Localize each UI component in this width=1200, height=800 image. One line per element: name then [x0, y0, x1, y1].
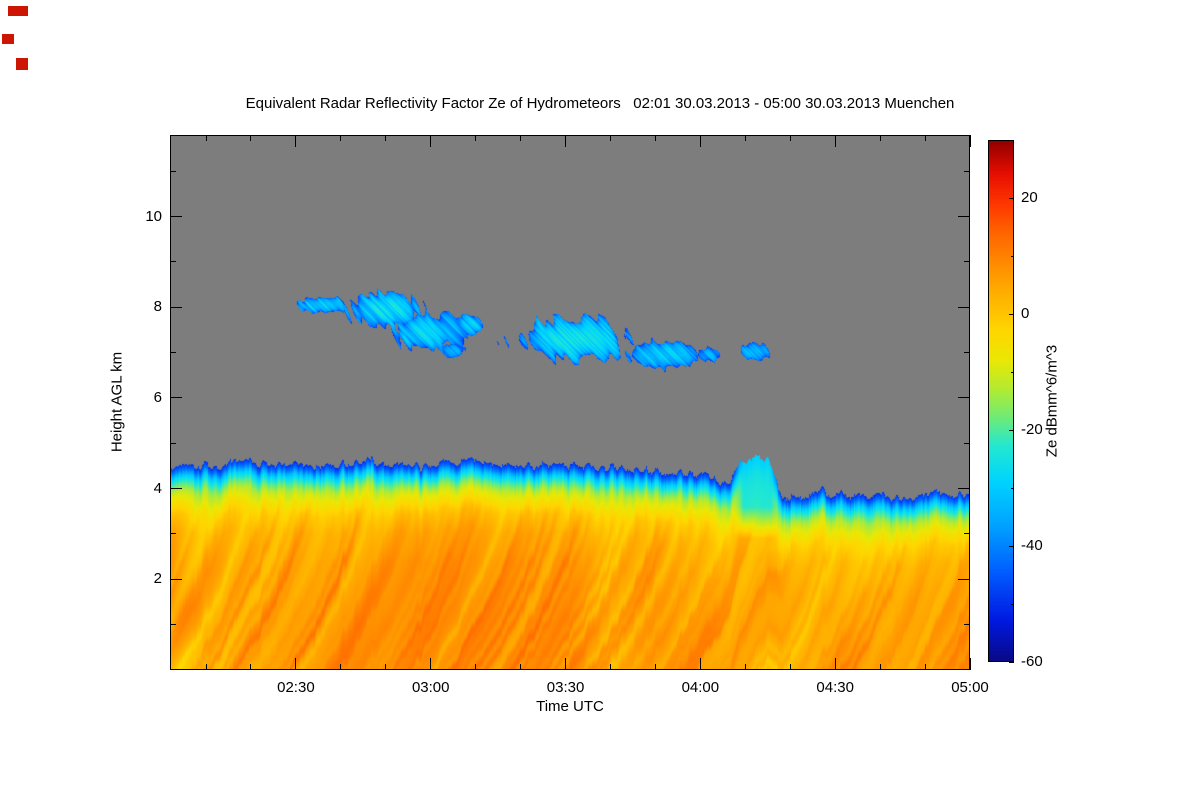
y-major-tick	[958, 216, 970, 218]
x-minor-tick	[609, 135, 611, 141]
colorbar-minor-tick	[1011, 371, 1014, 373]
y-major-tick	[170, 488, 182, 490]
y-tick-label: 6	[153, 388, 162, 406]
x-major-tick	[969, 135, 971, 147]
x-major-tick	[430, 135, 432, 147]
y-tick-label: 10	[145, 207, 162, 225]
x-minor-tick	[475, 664, 477, 670]
x-minor-tick	[609, 664, 611, 670]
y-major-tick	[958, 578, 970, 580]
x-minor-tick	[789, 664, 791, 670]
x-major-tick	[834, 658, 836, 670]
y-minor-tick	[964, 261, 970, 263]
colorbar-tick	[1009, 661, 1014, 663]
colorbar-tick-label: -60	[1021, 653, 1043, 670]
x-minor-tick	[385, 664, 387, 670]
y-tick-label: 4	[153, 479, 162, 497]
colorbar-tick-label: -40	[1021, 537, 1043, 554]
x-major-tick	[565, 135, 567, 147]
corner-mark	[2, 34, 14, 44]
x-major-tick	[295, 135, 297, 147]
y-minor-tick	[170, 442, 176, 444]
y-major-tick	[958, 397, 970, 399]
x-minor-tick	[340, 135, 342, 141]
x-minor-tick	[654, 664, 656, 670]
x-minor-tick	[879, 135, 881, 141]
y-minor-tick	[170, 352, 176, 354]
x-major-tick	[699, 658, 701, 670]
x-minor-tick	[744, 135, 746, 141]
x-minor-tick	[879, 664, 881, 670]
y-minor-tick	[964, 352, 970, 354]
x-major-tick	[430, 658, 432, 670]
y-major-tick	[170, 578, 182, 580]
colorbar-tick	[1009, 429, 1014, 431]
x-tick-label: 04:30	[816, 679, 854, 696]
x-tick-label: 03:30	[546, 679, 585, 696]
colorbar-title: Ze dBmm^6/m^3	[1043, 344, 1061, 458]
y-minor-tick	[170, 261, 176, 263]
corner-mark	[16, 58, 28, 70]
x-tick-label: 03:00	[411, 679, 450, 696]
x-axis-title: Time UTC	[536, 698, 604, 715]
x-major-tick	[295, 658, 297, 670]
y-major-tick	[958, 488, 970, 490]
y-major-tick	[170, 306, 182, 308]
y-tick-label: 8	[153, 298, 162, 316]
y-minor-tick	[964, 624, 970, 626]
y-major-tick	[170, 216, 182, 218]
colorbar-tick	[1009, 545, 1014, 547]
x-minor-tick	[924, 664, 926, 670]
y-tick-label: 2	[153, 570, 162, 588]
colorbar-tick-label: 20	[1021, 189, 1038, 206]
x-major-tick	[969, 658, 971, 670]
x-minor-tick	[654, 135, 656, 141]
radar-heatmap-canvas	[170, 135, 970, 670]
x-tick-label: 04:00	[681, 679, 720, 696]
colorbar-minor-tick	[1011, 487, 1014, 489]
x-tick-label: 05:00	[951, 679, 989, 696]
colorbar-tick-label: -20	[1021, 421, 1043, 438]
x-minor-tick	[250, 135, 252, 141]
y-minor-tick	[964, 442, 970, 444]
x-minor-tick	[744, 664, 746, 670]
colorbar-tick	[1009, 197, 1014, 199]
colorbar-canvas	[988, 140, 1014, 662]
x-minor-tick	[924, 135, 926, 141]
x-major-tick	[834, 135, 836, 147]
colorbar-tick	[1009, 313, 1014, 315]
x-minor-tick	[520, 135, 522, 141]
colorbar-minor-tick	[1011, 255, 1014, 257]
colorbar-tick-label: 0	[1021, 305, 1030, 322]
x-minor-tick	[340, 664, 342, 670]
y-major-tick	[958, 306, 970, 308]
x-minor-tick	[250, 664, 252, 670]
y-minor-tick	[170, 533, 176, 535]
x-tick-label: 02:30	[277, 679, 315, 696]
x-minor-tick	[520, 664, 522, 670]
x-major-tick	[565, 658, 567, 670]
x-minor-tick	[789, 135, 791, 141]
y-minor-tick	[170, 624, 176, 626]
x-minor-tick	[205, 664, 207, 670]
y-minor-tick	[170, 170, 176, 172]
x-minor-tick	[475, 135, 477, 141]
x-major-tick	[699, 135, 701, 147]
x-minor-tick	[385, 135, 387, 141]
colorbar-minor-tick	[1011, 603, 1014, 605]
y-major-tick	[170, 397, 182, 399]
y-minor-tick	[964, 533, 970, 535]
chart-title: Equivalent Radar Reflectivity Factor Ze …	[245, 95, 955, 112]
y-minor-tick	[964, 170, 970, 172]
corner-mark	[8, 6, 28, 16]
x-minor-tick	[205, 135, 207, 141]
